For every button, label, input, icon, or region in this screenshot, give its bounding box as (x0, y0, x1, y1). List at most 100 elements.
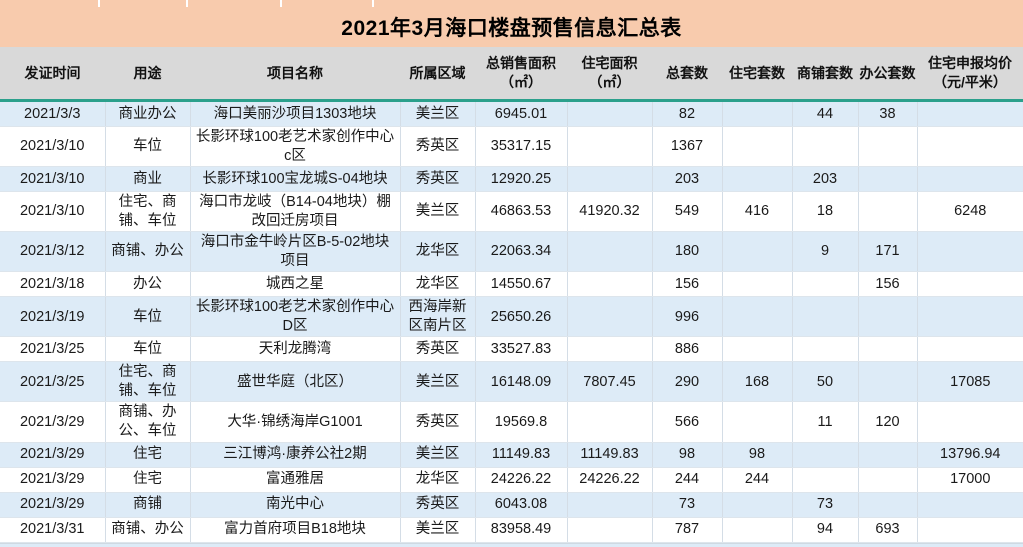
table-row: 2021/3/31 商铺、办公 富力首府项目B18地块 美兰区 83958.49 787 9… (0, 517, 1023, 543)
column-header-district: 所属区域 (400, 47, 475, 102)
cell-divider (186, 0, 188, 7)
cell-total-units: 1367 (652, 126, 723, 168)
cell-usage: 住宅、商铺、车位 (105, 361, 191, 403)
table-header: 发证时间 用途 项目名称 所属区域 总销售面积 （㎡） 住宅面积 （㎡） 总套数 住宅套数 商铺… (0, 47, 1023, 102)
cell-avg-declared-price (917, 166, 1023, 193)
cell-issue-date: 2021/3/10 (0, 191, 106, 233)
cell-residential-units: 416 (722, 191, 793, 233)
cell-avg-declared-price (917, 100, 1023, 127)
table-row: 2021/3/29 商铺 南光中心 秀英区 6043.08 73 73 (0, 492, 1023, 518)
partial-cells-top-row (0, 0, 1023, 7)
cell-residential-units (722, 126, 793, 168)
cell-district: 龙华区 (400, 231, 476, 273)
cell-district: 龙华区 (400, 467, 476, 493)
cell-office-units (858, 126, 918, 168)
cell-total-units: 156 (652, 271, 723, 298)
cell-issue-date: 2021/3/19 (0, 296, 106, 338)
cell-office-units: 171 (858, 231, 918, 273)
cell-district: 西海岸新区南片区 (400, 296, 476, 338)
header-row: 发证时间 用途 项目名称 所属区域 总销售面积 （㎡） 住宅面积 （㎡） 总套数 住宅套数 商铺… (0, 47, 1023, 102)
cell-residential-units (722, 492, 793, 518)
cell-district: 美兰区 (400, 100, 476, 127)
cell-avg-declared-price (917, 401, 1023, 443)
column-header-residential-units: 住宅套数 (722, 47, 792, 102)
cell-shop-units: 94 (792, 517, 859, 543)
table-row: 2021/3/29 住宅 三江博鸿·康养公社2期 美兰区 11149.83 11149.8… (0, 442, 1023, 468)
column-header-issue-date: 发证时间 (0, 47, 105, 102)
cell-usage: 商铺、办公 (105, 231, 191, 273)
cell-usage: 商业 (105, 166, 191, 193)
cell-shop-units (792, 442, 859, 468)
cell-avg-declared-price: 17000 (917, 467, 1023, 493)
cell-total-sales-area: 22063.34 (475, 231, 568, 273)
cell-usage: 住宅 (105, 442, 191, 468)
cell-issue-date: 2021/3/10 (0, 166, 106, 193)
table-row: 2021/3/3 商业办公 海口美丽沙项目1303地块 美兰区 6945.01 82 44 3… (0, 100, 1023, 127)
cell-shop-units: 11 (792, 401, 859, 443)
cell-district: 秀英区 (400, 166, 476, 193)
cell-total-sales-area: 12920.25 (475, 166, 568, 193)
cell-residential-units (722, 231, 793, 273)
cell-total-sales-area: 83958.49 (475, 517, 568, 543)
cell-avg-declared-price (917, 492, 1023, 518)
cell-total-units: 886 (652, 336, 723, 363)
cell-project-name: 大华·锦绣海岸G1001 (190, 401, 401, 443)
table-row: 2021/3/25 住宅、商铺、车位 盛世华庭（北区） 美兰区 16148.09 7807… (0, 361, 1023, 403)
cell-issue-date: 2021/3/31 (0, 517, 106, 543)
cell-total-sales-area: 6043.08 (475, 492, 568, 518)
cell-district: 美兰区 (400, 517, 476, 543)
cell-project-name: 富力首府项目B18地块 (190, 517, 401, 543)
cell-total-units: 203 (652, 166, 723, 193)
cell-project-name: 南光中心 (190, 492, 401, 518)
cell-office-units (858, 166, 918, 193)
cell-issue-date: 2021/3/25 (0, 361, 106, 403)
cell-office-units (858, 442, 918, 468)
partial-next-row (0, 542, 1023, 547)
table-body: 2021/3/3 商业办公 海口美丽沙项目1303地块 美兰区 6945.01 82 44 3… (0, 100, 1023, 543)
cell-issue-date: 2021/3/3 (0, 100, 106, 127)
cell-issue-date: 2021/3/10 (0, 126, 106, 168)
cell-residential-area (567, 492, 653, 518)
cell-shop-units (792, 126, 859, 168)
partial-cell (100, 0, 186, 7)
cell-shop-units (792, 336, 859, 363)
cell-issue-date: 2021/3/29 (0, 442, 106, 468)
cell-usage: 商业办公 (105, 100, 191, 127)
cell-project-name: 长影环球100老艺术家创作中心D区 (190, 296, 401, 338)
cell-usage: 办公 (105, 271, 191, 298)
cell-total-units: 290 (652, 361, 723, 403)
column-header-total-sales-area: 总销售面积 （㎡） (475, 47, 567, 102)
cell-avg-declared-price (917, 126, 1023, 168)
cell-residential-units (722, 517, 793, 543)
cell-office-units: 120 (858, 401, 918, 443)
cell-residential-area: 41920.32 (567, 191, 653, 233)
cell-office-units: 156 (858, 271, 918, 298)
cell-shop-units: 9 (792, 231, 859, 273)
cell-residential-area: 11149.83 (567, 442, 653, 468)
cell-shop-units (792, 271, 859, 298)
partial-cell (282, 0, 372, 7)
cell-office-units (858, 336, 918, 363)
table-row: 2021/3/12 商铺、办公 海口市金牛岭片区B-5-02地块项目 龙华区 22063… (0, 231, 1023, 273)
cell-district: 秀英区 (400, 401, 476, 443)
cell-usage: 住宅 (105, 467, 191, 493)
cell-avg-declared-price (917, 231, 1023, 273)
cell-usage: 商铺、办公、车位 (105, 401, 191, 443)
cell-total-sales-area: 25650.26 (475, 296, 568, 338)
cell-shop-units: 18 (792, 191, 859, 233)
table-row: 2021/3/10 商业 长影环球100宝龙城S-04地块 秀英区 12920.25 20… (0, 166, 1023, 193)
cell-residential-area (567, 336, 653, 363)
cell-issue-date: 2021/3/29 (0, 401, 106, 443)
cell-usage: 车位 (105, 336, 191, 363)
cell-avg-declared-price: 13796.94 (917, 442, 1023, 468)
cell-issue-date: 2021/3/29 (0, 492, 106, 518)
cell-residential-units (722, 401, 793, 443)
cell-total-units: 566 (652, 401, 723, 443)
cell-residential-area (567, 401, 653, 443)
cell-residential-area (567, 166, 653, 193)
cell-usage: 商铺、办公 (105, 517, 191, 543)
cell-avg-declared-price (917, 296, 1023, 338)
cell-issue-date: 2021/3/12 (0, 231, 106, 273)
column-header-shop-units: 商铺套数 (792, 47, 858, 102)
cell-office-units (858, 296, 918, 338)
